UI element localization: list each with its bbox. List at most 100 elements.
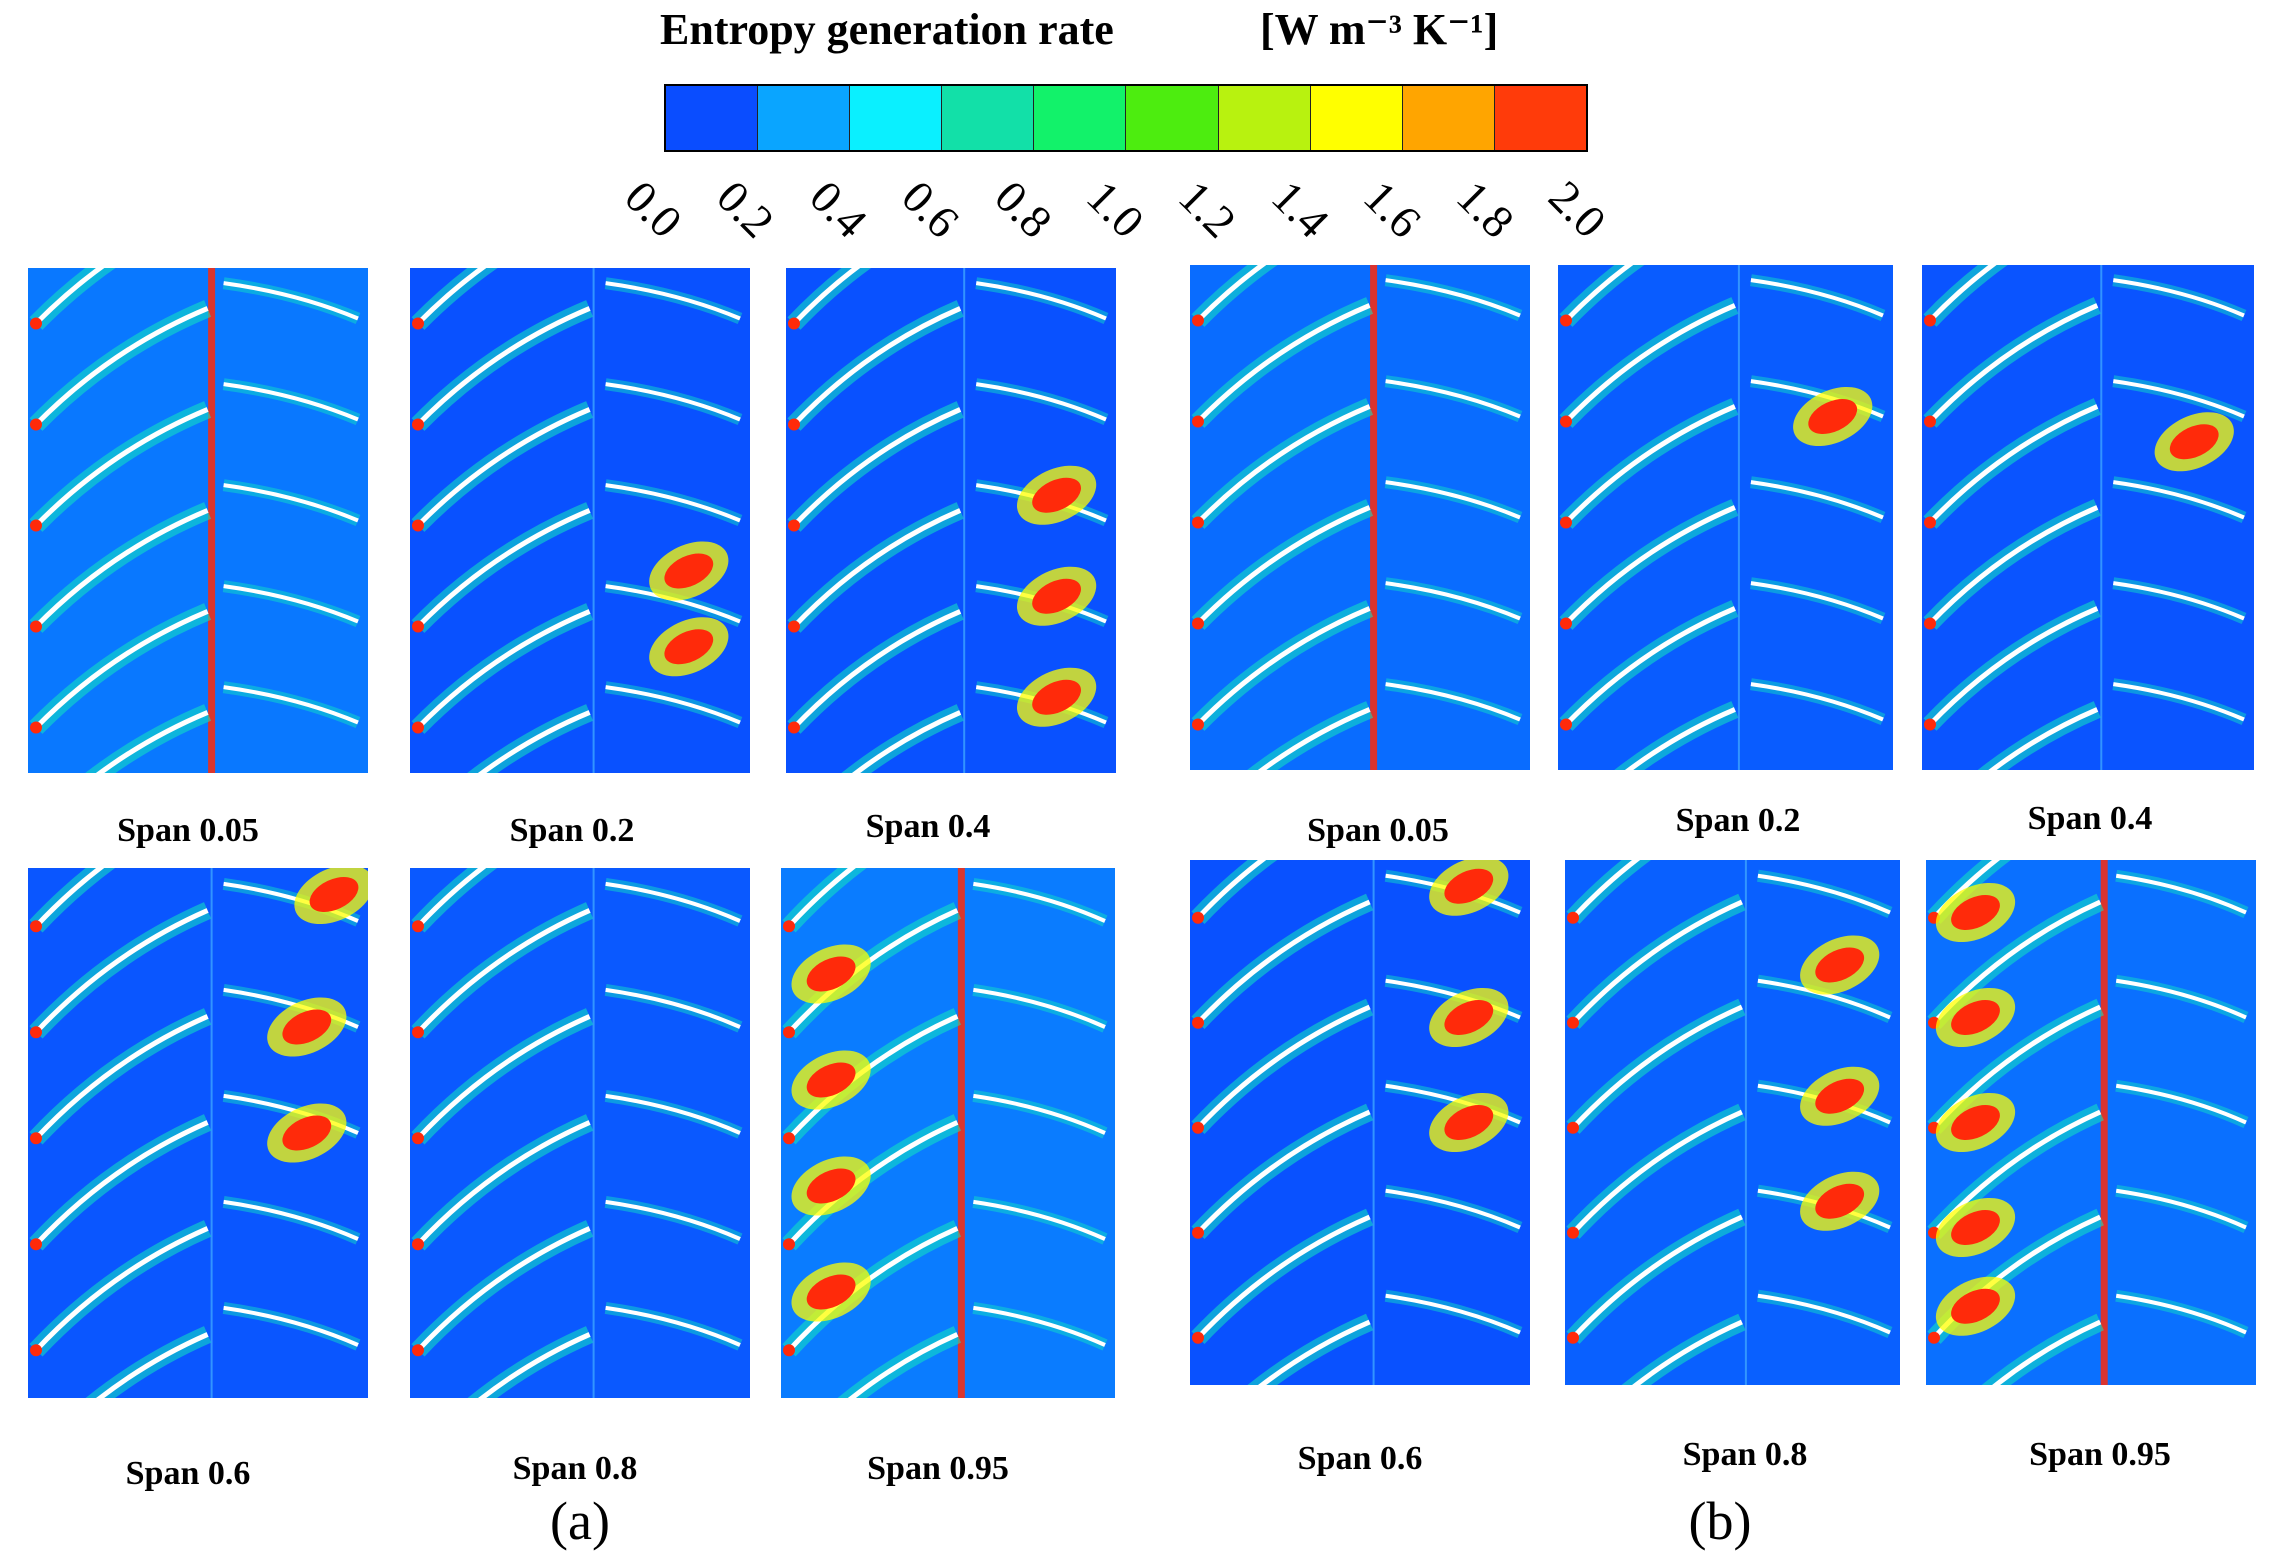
upstream-blade bbox=[1928, 303, 2099, 424]
downstream-vane bbox=[2113, 480, 2245, 520]
upstream-blade bbox=[1196, 1214, 1371, 1340]
downstream-vane bbox=[605, 881, 741, 923]
blade-leading-edge bbox=[30, 920, 42, 933]
blade-leading-edge bbox=[1924, 415, 1936, 428]
blade-leading-edge bbox=[783, 1132, 795, 1145]
peak-entropy-core bbox=[1815, 1183, 1865, 1219]
upstream-blade bbox=[477, 710, 591, 773]
downstream-vane bbox=[2113, 278, 2245, 318]
contour-plot-panel bbox=[1558, 265, 1893, 770]
peak-entropy-core bbox=[806, 1168, 856, 1204]
upstream-blade bbox=[416, 508, 591, 629]
contour-plot bbox=[1190, 265, 1530, 770]
upstream-blade bbox=[1196, 505, 1371, 626]
downstream-vane bbox=[605, 685, 741, 725]
downstream-vane bbox=[605, 382, 741, 422]
upstream-blade bbox=[1196, 265, 1267, 323]
contour-plot-panel bbox=[1926, 860, 2256, 1385]
downstream-vane bbox=[223, 1305, 359, 1347]
upstream-blade bbox=[1928, 606, 2099, 727]
peak-entropy-core bbox=[282, 1009, 332, 1045]
downstream-vane bbox=[1750, 480, 1884, 520]
upstream-blade bbox=[792, 306, 962, 427]
contour-plot-panel bbox=[786, 268, 1116, 773]
blade-leading-edge bbox=[1192, 911, 1204, 924]
blade-leading-edge bbox=[1567, 1331, 1579, 1344]
blade-leading-edge bbox=[30, 1132, 42, 1145]
blade-leading-edge bbox=[788, 620, 800, 633]
downstream-vane bbox=[973, 1199, 1106, 1241]
downstream-vane bbox=[1750, 278, 1884, 318]
downstream-vane bbox=[2115, 873, 2247, 915]
peak-entropy-core bbox=[1032, 477, 1082, 513]
upstream-blade bbox=[416, 1014, 591, 1141]
peak-entropy-core bbox=[806, 1274, 856, 1310]
contour-plot bbox=[1558, 265, 1893, 770]
upstream-blade bbox=[416, 609, 591, 730]
blade-leading-edge bbox=[1192, 415, 1204, 428]
downstream-vane bbox=[1385, 1188, 1521, 1230]
downstream-vane bbox=[223, 382, 359, 422]
panel-caption: Span 0.4 bbox=[865, 808, 991, 845]
blade-leading-edge bbox=[1924, 718, 1936, 731]
downstream-vane bbox=[1750, 581, 1884, 621]
blade-leading-edge bbox=[1192, 617, 1204, 630]
panel-caption: Span 0.95 bbox=[867, 1450, 1009, 1487]
upstream-blade bbox=[1564, 505, 1736, 626]
downstream-vane bbox=[2113, 379, 2245, 419]
peak-entropy-core bbox=[1808, 399, 1858, 434]
downstream-vane bbox=[1385, 379, 1521, 419]
colorbar-tick-label: 0.0 bbox=[615, 170, 692, 248]
downstream-vane bbox=[223, 1199, 359, 1241]
contour-plot bbox=[787, 268, 1109, 773]
upstream-blade bbox=[1928, 404, 2099, 525]
contour-plot bbox=[28, 868, 368, 1398]
downstream-vane bbox=[605, 281, 741, 321]
upstream-blade bbox=[792, 609, 962, 730]
upstream-blade bbox=[1196, 404, 1371, 525]
colorbar-segment bbox=[758, 86, 851, 150]
panel-caption: Span 0.8 bbox=[512, 1450, 638, 1487]
colorbar-segment bbox=[850, 86, 943, 150]
downstream-vane bbox=[1385, 682, 1521, 722]
peak-entropy-core bbox=[1444, 1105, 1494, 1140]
blade-leading-edge bbox=[1928, 1331, 1940, 1344]
downstream-vane bbox=[2115, 1083, 2247, 1125]
blade-leading-edge bbox=[1192, 1226, 1204, 1239]
panel-caption: Span 0.05 bbox=[117, 812, 259, 849]
panel-caption: Span 0.6 bbox=[1297, 1440, 1423, 1477]
downstream-vane bbox=[973, 881, 1106, 923]
blade-leading-edge bbox=[1560, 516, 1572, 529]
upstream-blade bbox=[1624, 707, 1736, 770]
blade-leading-edge bbox=[30, 721, 42, 734]
blade-leading-edge bbox=[412, 920, 424, 933]
upstream-blade bbox=[1196, 1004, 1371, 1130]
upstream-blade bbox=[1196, 860, 1267, 920]
blade-leading-edge bbox=[30, 1238, 42, 1251]
upstream-blade bbox=[1258, 1319, 1371, 1385]
legend-title: Entropy generation rate [W m⁻³ K⁻¹] bbox=[660, 4, 1498, 55]
panel-caption: Span 0.6 bbox=[125, 1455, 251, 1492]
colorbar-tick-label: 1.2 bbox=[1169, 170, 1247, 248]
upstream-blade bbox=[1928, 265, 1997, 323]
peak-entropy-core bbox=[309, 877, 359, 912]
downstream-vane bbox=[973, 987, 1106, 1029]
upstream-blade bbox=[416, 306, 591, 427]
upstream-blade bbox=[1571, 1214, 1743, 1340]
contour-plot-panel bbox=[1190, 860, 1530, 1385]
downstream-vane bbox=[2115, 1188, 2247, 1230]
blade-leading-edge bbox=[1192, 516, 1204, 529]
upstream-blade bbox=[416, 1226, 591, 1353]
peak-entropy-core bbox=[1032, 679, 1082, 715]
blade-leading-edge bbox=[783, 1344, 795, 1357]
peak-entropy-core bbox=[806, 956, 856, 992]
peak-entropy-core bbox=[1032, 578, 1082, 614]
upstream-blade bbox=[1564, 265, 1634, 323]
blade-leading-edge bbox=[412, 1238, 424, 1251]
upstream-blade bbox=[1196, 899, 1371, 1025]
upstream-blade bbox=[34, 1014, 209, 1141]
subfigure-label: (a) bbox=[550, 1491, 610, 1551]
blade-leading-edge bbox=[412, 721, 424, 734]
downstream-vane bbox=[2113, 581, 2245, 621]
colorbar-tick-label: 1.4 bbox=[1262, 170, 1339, 248]
